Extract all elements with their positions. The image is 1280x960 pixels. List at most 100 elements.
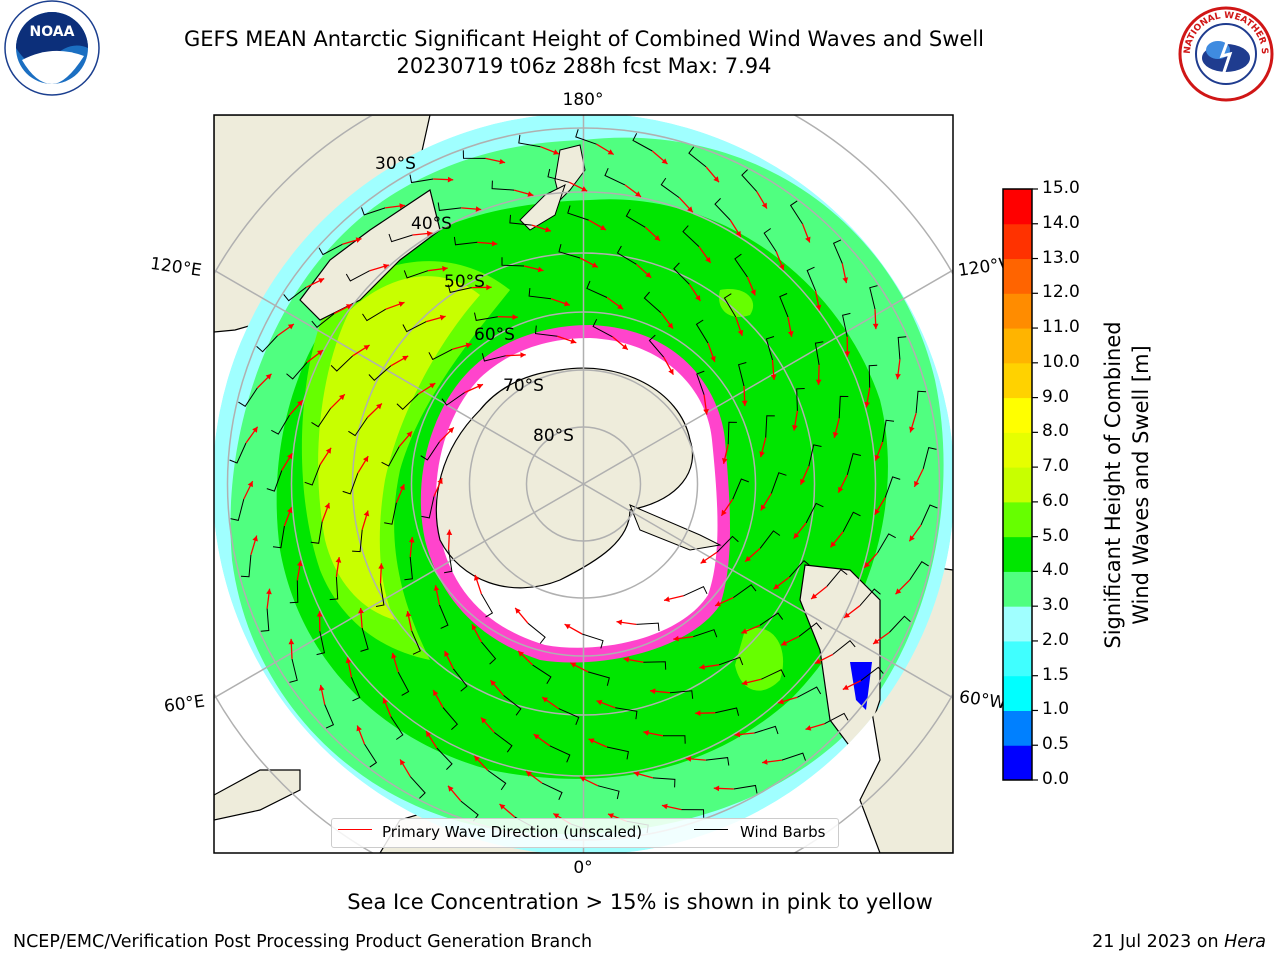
- lat-label-80s: 80°S: [533, 426, 574, 446]
- wave-direction-arrowhead: [787, 331, 794, 337]
- wave-direction-arrowhead: [318, 278, 325, 284]
- wave-direction-arrowhead: [699, 664, 705, 670]
- wind-barb: [604, 167, 626, 186]
- wave-direction-arrowhead: [805, 236, 811, 243]
- wave-direction-arrowhead: [737, 329, 744, 336]
- wind-barb: [860, 666, 884, 682]
- wind-barb: [696, 370, 705, 395]
- footer-credit: NCEP/EMC/Verification Post Processing Pr…: [13, 932, 593, 952]
- wave-direction-arrowhead: [355, 237, 362, 243]
- wave-direction-arrowhead: [705, 257, 711, 263]
- wind-barb: [824, 712, 849, 725]
- wave-direction-arrowhead: [734, 731, 741, 738]
- wind-barb: [643, 291, 662, 314]
- wave-direction-arrowhead: [793, 532, 800, 539]
- nws-logo: NATIONAL WEATHER SERVICE: [1176, 4, 1274, 102]
- wind-barb: [673, 262, 690, 285]
- wave-direction-arrowhead: [685, 756, 692, 762]
- wind-barb: [491, 180, 515, 191]
- wind-barb: [421, 496, 435, 519]
- wave-direction-arrowhead: [545, 226, 551, 233]
- colorbar-tick-label: 11.0: [1042, 317, 1080, 338]
- wave-direction-arrowhead: [895, 373, 901, 380]
- wave-direction-arrowhead: [715, 601, 721, 607]
- wave-direction-arrowhead: [286, 507, 293, 514]
- wave-direction-arrowhead: [383, 263, 389, 270]
- wind-barb: [688, 146, 707, 168]
- wave-direction-arrowhead: [844, 612, 850, 618]
- wind-barb: [481, 353, 506, 362]
- wind-barb: [681, 809, 705, 818]
- wind-barb: [442, 707, 458, 730]
- wave-direction-arrowhead: [591, 262, 598, 268]
- wave-direction-arrowhead: [439, 314, 446, 321]
- wave-direction-arrowhead: [526, 771, 532, 777]
- wave-direction-arrowhead: [382, 697, 388, 704]
- colorbar-segment: [1003, 467, 1032, 503]
- wind-barb: [289, 580, 299, 604]
- wind-barb: [732, 478, 749, 500]
- wave-direction-arrowhead: [635, 191, 641, 197]
- wind-barb: [420, 441, 441, 461]
- wave-direction-arrowhead: [491, 240, 498, 247]
- wave-direction-arrowhead: [474, 755, 480, 762]
- wind-barb: [759, 530, 781, 549]
- wind-barb: [481, 641, 497, 665]
- wave-direction-arrowhead: [713, 785, 720, 792]
- wind-barb: [770, 472, 787, 494]
- wind-barb: [503, 695, 522, 716]
- wind-barb: [240, 554, 252, 578]
- wind-barb: [547, 168, 570, 183]
- wind-barb: [882, 419, 895, 443]
- wave-direction-arrowhead: [266, 588, 272, 595]
- wind-barb: [643, 661, 667, 670]
- wave-direction-arrowhead: [426, 230, 433, 237]
- wind-barb: [592, 318, 613, 338]
- wind-barb: [587, 671, 610, 686]
- wave-direction-arrowhead: [661, 803, 668, 810]
- wind-barb: [558, 708, 580, 725]
- wave-direction-arrowhead: [770, 374, 777, 380]
- wave-direction-arrowhead: [527, 191, 534, 197]
- wind-barb: [558, 243, 581, 259]
- wind-barb: [842, 312, 851, 337]
- wave-direction-arrowhead: [581, 186, 588, 192]
- wave-direction-arrowhead: [735, 230, 741, 237]
- wave-direction-arrowhead: [596, 699, 603, 706]
- wind-barb: [289, 658, 298, 683]
- wave-direction-arrowhead: [830, 541, 837, 548]
- wind-barb: [652, 777, 676, 788]
- wave-direction-arrowhead: [447, 176, 454, 183]
- wind-barb: [868, 364, 878, 388]
- wave-direction-arrowhead: [318, 684, 325, 691]
- wave-direction-arrowhead: [895, 588, 902, 595]
- wind-barb: [716, 535, 739, 553]
- wind-barb: [474, 312, 498, 321]
- wave-direction-arrowhead: [779, 264, 785, 271]
- wind-barb: [501, 257, 525, 267]
- wave-direction-arrowhead: [356, 725, 362, 732]
- legend-wave-direction-swatch: [338, 829, 372, 830]
- colorbar-segment: [1003, 745, 1032, 781]
- wind-barb: [798, 622, 822, 637]
- wave-direction-arrowhead: [811, 593, 818, 599]
- wave-direction-arrowhead: [815, 658, 821, 664]
- wave-direction-arrowhead: [518, 651, 524, 657]
- wind-barb: [765, 336, 775, 361]
- wind-barb: [832, 640, 856, 655]
- wind-barb: [796, 388, 805, 411]
- wind-barb: [229, 442, 247, 464]
- wave-direction-arrowhead: [873, 638, 880, 644]
- wave-direction-arrowhead: [537, 266, 544, 273]
- wave-direction-arrowhead: [654, 235, 661, 241]
- wind-barb: [897, 336, 907, 360]
- wind-barb: [683, 586, 708, 597]
- wind-barb: [761, 669, 786, 680]
- wave-direction-arrowhead: [446, 529, 453, 535]
- wave-direction-arrowhead: [570, 662, 577, 668]
- colorbar-tick-label: 1.5: [1042, 664, 1070, 685]
- wind-barb: [779, 293, 789, 318]
- wave-direction-arrowhead: [252, 426, 258, 433]
- wind-barb: [797, 686, 822, 698]
